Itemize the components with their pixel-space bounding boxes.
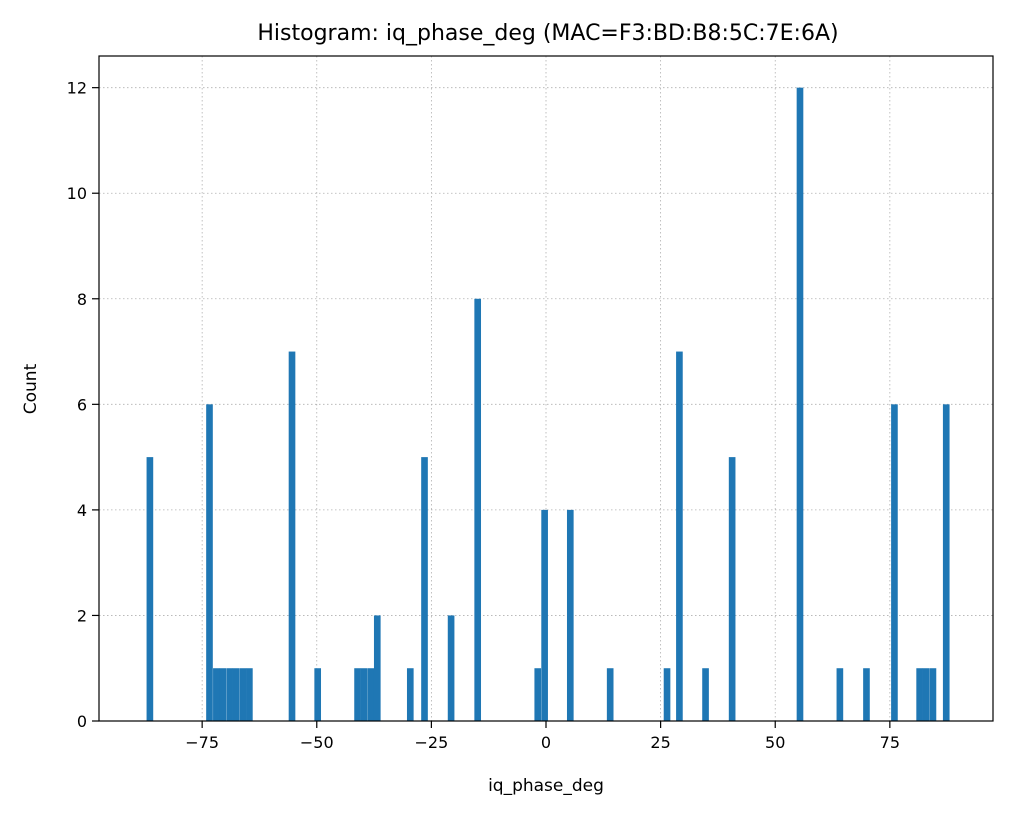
histogram-bar <box>534 668 542 721</box>
x-axis-label: iq_phase_deg <box>488 776 604 796</box>
x-tick-label: 50 <box>765 733 785 752</box>
histogram-bar <box>863 668 870 721</box>
y-tick-label: 0 <box>77 712 87 731</box>
histogram-bar <box>421 457 428 721</box>
x-tick-label: 0 <box>541 733 551 752</box>
histogram-bar <box>663 668 671 721</box>
x-axis: −75 −50 −25 0 25 50 75 <box>185 721 900 752</box>
histogram-bar <box>406 668 414 721</box>
histogram-bar <box>796 87 804 721</box>
histogram-bar <box>836 668 844 721</box>
chart-title: Histogram: iq_phase_deg (MAC=F3:BD:B8:5C… <box>257 21 838 46</box>
y-tick-label: 8 <box>77 290 87 309</box>
bars <box>146 87 950 721</box>
histogram-bar <box>702 668 709 721</box>
histogram-bar <box>942 404 950 721</box>
y-axis: 0 2 4 6 8 10 12 <box>67 79 99 731</box>
histogram-bar <box>314 668 322 721</box>
histogram-bar <box>676 351 683 721</box>
histogram-bar <box>146 457 154 721</box>
histogram-bar <box>541 509 548 721</box>
y-axis-label: Count <box>21 363 41 414</box>
x-tick-label: −25 <box>415 733 449 752</box>
histogram-bar <box>206 404 213 721</box>
histogram-bar <box>360 668 368 721</box>
histogram-bar <box>219 668 227 721</box>
histogram-bar <box>728 457 736 721</box>
y-tick-label: 6 <box>77 395 87 414</box>
x-tick-label: 75 <box>880 733 900 752</box>
grid-lines <box>99 56 993 722</box>
histogram-bar <box>373 615 381 721</box>
histogram-bar <box>232 668 240 721</box>
histogram-bar <box>916 668 923 721</box>
y-tick-label: 10 <box>67 184 87 203</box>
y-tick-label: 4 <box>77 501 87 520</box>
histogram-bar <box>246 668 253 721</box>
x-tick-label: −75 <box>185 733 219 752</box>
histogram-bar <box>606 668 614 721</box>
y-tick-label: 12 <box>67 79 87 98</box>
histogram-bar <box>367 668 375 721</box>
x-tick-label: 25 <box>650 733 670 752</box>
histogram-bar <box>239 668 247 721</box>
histogram-bar <box>447 615 455 721</box>
histogram-bar <box>891 404 898 721</box>
x-tick-label: −50 <box>300 733 334 752</box>
histogram-bar <box>226 668 233 721</box>
histogram-bar <box>474 298 482 721</box>
histogram-bar <box>929 668 937 721</box>
histogram-bar <box>288 351 296 721</box>
histogram-bar <box>213 668 220 721</box>
y-tick-label: 2 <box>77 606 87 625</box>
histogram-bar <box>922 668 930 721</box>
histogram-bar <box>566 509 574 721</box>
histogram-bar <box>354 668 361 721</box>
